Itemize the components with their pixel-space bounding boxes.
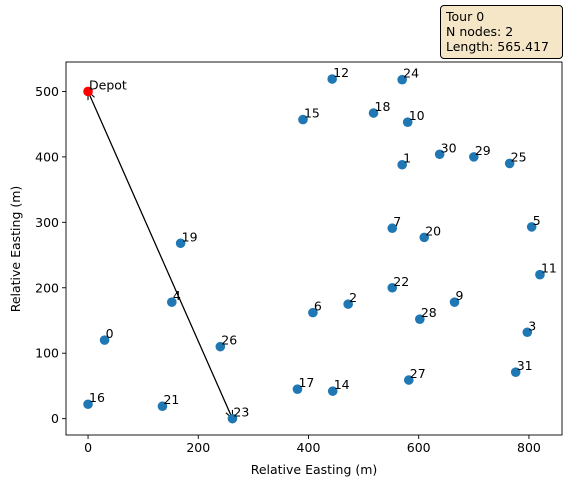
node-point-15: [298, 114, 308, 125]
node-point-31: [510, 367, 521, 377]
node-label-9: 9: [456, 288, 464, 303]
node-label-17: 17: [298, 375, 314, 390]
y-tick-label: 400: [35, 149, 59, 164]
x-axis-label: Relative Easting (m): [251, 462, 378, 477]
node-label-25: 25: [511, 149, 527, 164]
node-point-22: [387, 282, 398, 293]
node-label-23: 23: [233, 405, 249, 420]
y-tick-label: 500: [35, 84, 59, 99]
tour-title: Tour 0: [446, 9, 485, 24]
node-point-5: [526, 222, 537, 232]
node-label-5: 5: [533, 213, 541, 228]
x-tick-label: 400: [297, 440, 321, 455]
tour-info-box: Tour 0 N nodes: 2 Length: 565.417: [440, 5, 563, 59]
node-point-29: [469, 152, 479, 162]
node-label-24: 24: [403, 66, 419, 81]
node-label-26: 26: [221, 333, 237, 348]
node-label-1: 1: [403, 151, 411, 166]
node-label-7: 7: [393, 214, 401, 229]
node-label-11: 11: [541, 261, 557, 276]
route-arrow-23-to-depot: [88, 91, 233, 419]
node-label-6: 6: [314, 299, 322, 314]
node-point-21: [157, 401, 168, 412]
node-label-29: 29: [475, 143, 491, 158]
node-label-3: 3: [528, 318, 536, 333]
node-point-10: [402, 117, 413, 128]
x-tick-label: 0: [84, 440, 92, 455]
node-point-2: [343, 299, 353, 309]
node-label-15: 15: [304, 106, 320, 121]
x-axis-ticks: 0 200 400 600 800: [84, 435, 541, 455]
node-label-20: 20: [425, 223, 441, 238]
node-label-21: 21: [163, 392, 179, 407]
node-point-3: [522, 327, 533, 338]
node-point-20: [419, 232, 430, 243]
depot-label: Depot: [89, 77, 127, 92]
node-label-27: 27: [410, 366, 426, 381]
y-axis-ticks: 0 100 200 300 400 500: [35, 84, 66, 426]
node-label-30: 30: [441, 140, 457, 155]
y-tick-label: 300: [35, 215, 59, 230]
point-markers: [83, 74, 545, 424]
node-point-17: [292, 384, 303, 394]
node-point-27: [403, 375, 414, 385]
node-label-14: 14: [334, 377, 350, 392]
node-point-23: [227, 413, 238, 424]
node-label-12: 12: [333, 65, 349, 80]
node-point-9: [449, 297, 460, 307]
node-point-14: [327, 386, 338, 396]
x-tick-label: 600: [407, 440, 431, 455]
node-point-16: [83, 399, 93, 410]
y-tick-label: 100: [35, 346, 59, 361]
y-axis-label: Relative Easting (m): [8, 186, 23, 313]
y-tick-label: 0: [51, 411, 59, 426]
node-label-2: 2: [349, 290, 357, 305]
node-point-4: [167, 297, 177, 307]
node-label-16: 16: [89, 390, 105, 405]
node-label-28: 28: [421, 305, 437, 320]
x-tick-label: 800: [517, 440, 541, 455]
node-point-18: [368, 108, 379, 118]
node-point-19: [175, 238, 186, 249]
node-label-0: 0: [106, 326, 114, 341]
node-label-19: 19: [182, 229, 198, 244]
node-point-24: [397, 74, 407, 85]
plot-area: [65, 61, 563, 436]
route-arrows: [88, 91, 232, 418]
node-label-31: 31: [517, 358, 533, 373]
depot-point: [83, 86, 93, 97]
tour-length: Length: 565.417: [446, 39, 549, 54]
node-label-10: 10: [409, 108, 425, 123]
node-point-28: [415, 314, 425, 324]
node-label-22: 22: [393, 274, 409, 289]
node-point-11: [535, 269, 545, 280]
node-point-0: [99, 335, 110, 345]
y-tick-label: 200: [35, 280, 59, 295]
node-point-25: [504, 158, 515, 169]
node-point-30: [434, 149, 445, 160]
node-label-18: 18: [375, 99, 391, 114]
node-point-6: [308, 307, 318, 318]
node-point-7: [387, 223, 398, 234]
node-point-26: [215, 341, 226, 352]
x-tick-label: 200: [186, 440, 210, 455]
node-point-12: [327, 74, 337, 84]
node-count: N nodes: 2: [446, 24, 514, 39]
node-label-4: 4: [173, 288, 181, 303]
node-point-1: [397, 159, 407, 170]
